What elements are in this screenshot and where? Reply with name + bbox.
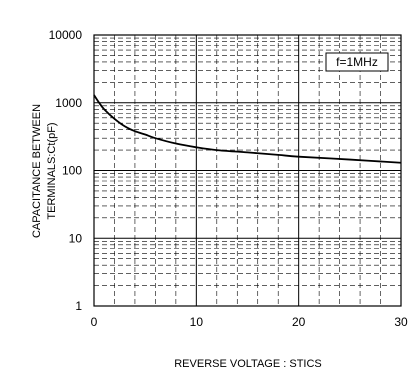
y-tick-label: 1000 bbox=[55, 96, 82, 110]
series-line bbox=[93, 94, 402, 164]
ticks-layer: 0 10 20 30 1 10 100 1000 10000 bbox=[49, 28, 408, 329]
grid-layer bbox=[94, 35, 401, 306]
y-tick-label: 10000 bbox=[49, 28, 83, 42]
y-axis-label-line1: CAPACITANCE BETWEEN bbox=[31, 104, 43, 238]
y-tick-label: 10 bbox=[69, 231, 83, 245]
annotation-label: f=1MHz bbox=[336, 55, 378, 69]
x-tick-label: 0 bbox=[91, 315, 98, 329]
plot-frame bbox=[93, 34, 402, 307]
y-tick-label: 1 bbox=[75, 299, 82, 313]
x-tick-label: 30 bbox=[394, 315, 408, 329]
y-tick-label: 100 bbox=[62, 164, 82, 178]
x-tick-label: 20 bbox=[292, 315, 306, 329]
y-axis-label-line2: TERMINALS:Ct(pF) bbox=[46, 122, 58, 219]
x-axis-label: REVERSE VOLTAGE : STICS bbox=[174, 358, 322, 370]
x-tick-label: 10 bbox=[190, 315, 204, 329]
series-layer bbox=[93, 94, 402, 164]
annotation-box bbox=[325, 52, 389, 72]
